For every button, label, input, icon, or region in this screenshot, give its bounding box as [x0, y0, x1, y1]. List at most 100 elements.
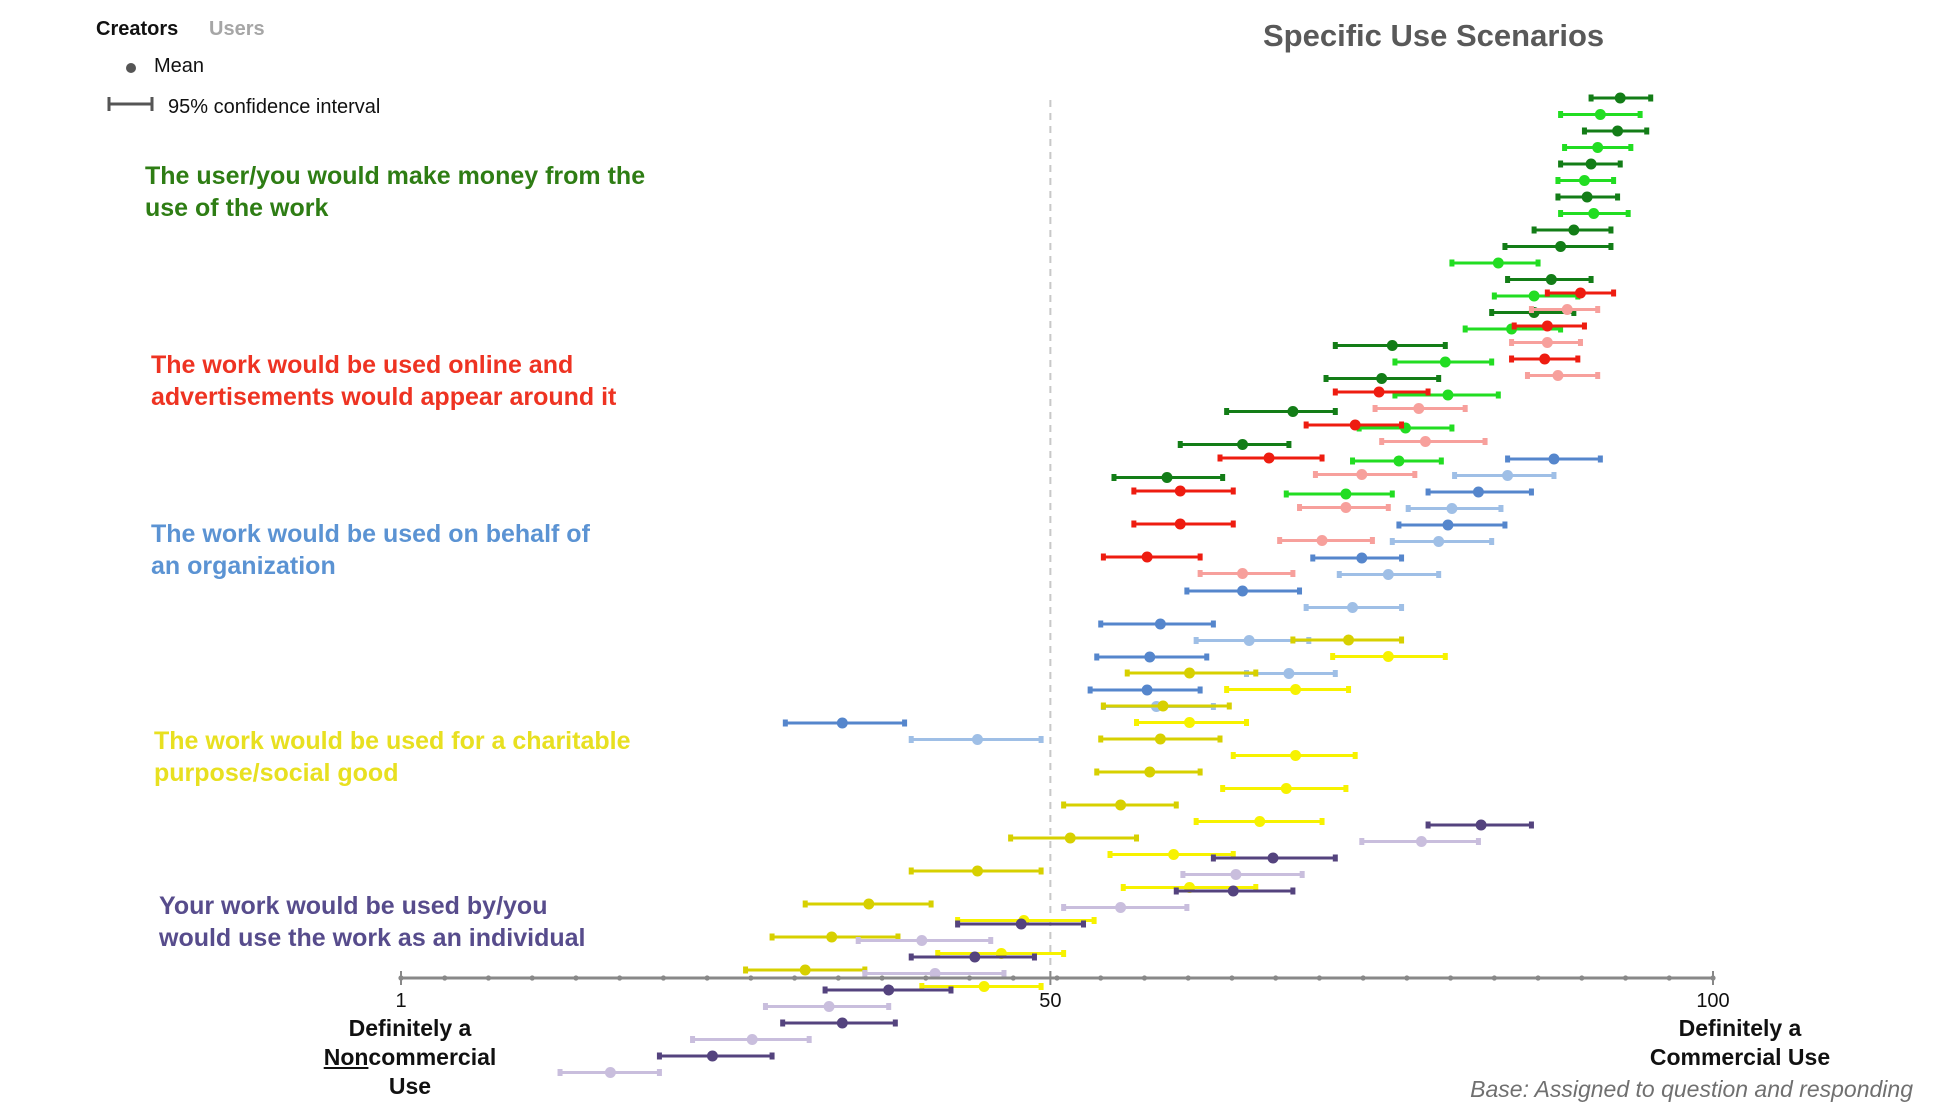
mean-point: [1382, 569, 1394, 580]
mean-point: [1568, 224, 1580, 236]
ci-cap-low: [1107, 851, 1113, 858]
ci-cap-low: [908, 736, 914, 743]
mean-point: [1237, 585, 1249, 597]
group-label-individual: Your work would be used by/you would use…: [159, 890, 585, 954]
ci-cap-low: [690, 1036, 696, 1043]
ci-cap-low: [1505, 276, 1511, 283]
mean-point: [1340, 488, 1352, 500]
ci-cap-low: [1224, 408, 1230, 415]
ci-cap-low: [656, 1052, 662, 1060]
ci-cap-high: [1332, 670, 1338, 677]
ci-cap-high: [1197, 686, 1203, 694]
ci-cap-high: [895, 933, 901, 941]
ci-cap-high: [1551, 472, 1557, 479]
mean-point: [1578, 175, 1590, 186]
ci-cap-low: [1220, 785, 1226, 792]
ci-cap-high: [1352, 752, 1358, 759]
axis-dot: [879, 975, 885, 981]
ci-cap-high: [1230, 487, 1236, 495]
mean-point: [1015, 918, 1027, 930]
legend-mean-label: Mean: [154, 55, 205, 77]
ci-cap-high: [1226, 702, 1232, 710]
ci-cap-low: [1558, 111, 1564, 118]
ci-cap-high: [1299, 871, 1305, 878]
ci-cap-low: [1094, 768, 1100, 776]
ci-cap-low: [1332, 388, 1338, 396]
axis-dot: [1579, 975, 1585, 981]
ci-cap-high: [1332, 854, 1338, 862]
mean-point: [823, 1001, 835, 1012]
ci-cap-low: [1531, 226, 1537, 234]
mean-point: [969, 951, 981, 963]
ci-cap-low: [1372, 405, 1378, 412]
mean-point: [1393, 455, 1405, 467]
ci-cap-low: [1094, 653, 1100, 661]
mean-point: [1612, 125, 1624, 137]
axis-dot: [1054, 975, 1060, 981]
tab-users[interactable]: Users: [209, 18, 265, 40]
ci-cap-low: [1277, 537, 1283, 544]
ci-cap-low: [1224, 686, 1230, 693]
axis-dot: [835, 975, 841, 981]
mean-point: [1592, 142, 1604, 153]
mean-point: [1541, 320, 1553, 332]
ci-cap-high: [1625, 210, 1631, 217]
group-label-line: Your work would be used by/you: [159, 892, 548, 920]
ci-cap-high: [1588, 276, 1594, 283]
ci-cap-low: [1509, 339, 1515, 346]
ci-cap-high: [1217, 735, 1223, 743]
axis-dot: [1229, 975, 1235, 981]
ci-cap-low: [1087, 686, 1093, 694]
group-label-line: purpose/social good: [154, 759, 399, 787]
ci-cap-low: [1379, 438, 1385, 445]
mean-point: [1415, 836, 1427, 847]
ci-cap-high: [1399, 554, 1405, 562]
ci-cap-low: [1555, 193, 1561, 201]
mean-point: [1115, 799, 1127, 811]
group-label-line: would use the work as an individual: [159, 924, 586, 952]
axis-dot: [442, 975, 448, 981]
mean-point: [1290, 750, 1302, 761]
mean-point: [1475, 819, 1487, 831]
axis-right-end-line2: Commercial Use: [1649, 1044, 1831, 1070]
ci-cap-high: [1462, 405, 1468, 412]
mean-point: [1373, 386, 1385, 398]
axis-dot: [1666, 975, 1672, 981]
mean-point: [1433, 536, 1445, 547]
mean-point: [1168, 849, 1180, 860]
axis-right-end-line1: Definitely a: [1678, 1015, 1802, 1041]
ci-cap-high: [1369, 537, 1375, 544]
mean-point: [1115, 902, 1127, 913]
mean-point: [1545, 274, 1557, 285]
group-label-line: The work would be used online and: [151, 351, 574, 379]
mean-point: [746, 1034, 758, 1045]
mean-point: [1386, 340, 1398, 351]
ci-cap-low: [1392, 358, 1398, 366]
ci-cap-low: [557, 1069, 563, 1076]
ci-cap-high: [1615, 193, 1621, 201]
group-label-make-money: The user/you would make money from the u…: [145, 160, 645, 224]
tab-creators[interactable]: Creators: [96, 18, 179, 40]
mean-point: [1184, 667, 1196, 679]
ci-cap-high: [1637, 111, 1643, 118]
ci-cap-low: [1425, 488, 1431, 496]
group-label-organization: The work would be used on behalf of an o…: [151, 518, 590, 582]
mean-point: [1472, 486, 1484, 498]
mean-point: [1585, 158, 1597, 170]
ci-cap-high: [1038, 983, 1044, 990]
ci-cap-high: [1577, 339, 1583, 346]
ci-cap-high: [1482, 438, 1488, 445]
axis-dot: [1185, 975, 1191, 981]
axis-dot: [1273, 975, 1279, 981]
ci-cap-low: [769, 933, 775, 941]
axis-dot: [485, 975, 492, 981]
mean-point: [929, 968, 941, 979]
ci-cap-high: [1528, 821, 1534, 829]
ci-cap-low: [1173, 887, 1179, 895]
ci-cap-low: [1297, 504, 1303, 511]
ci-cap-low: [1061, 801, 1067, 809]
ci-cap-high: [928, 900, 934, 908]
mean-point: [1243, 635, 1255, 646]
ci-cap-low: [935, 950, 941, 957]
ci-cap-low: [1336, 571, 1342, 578]
